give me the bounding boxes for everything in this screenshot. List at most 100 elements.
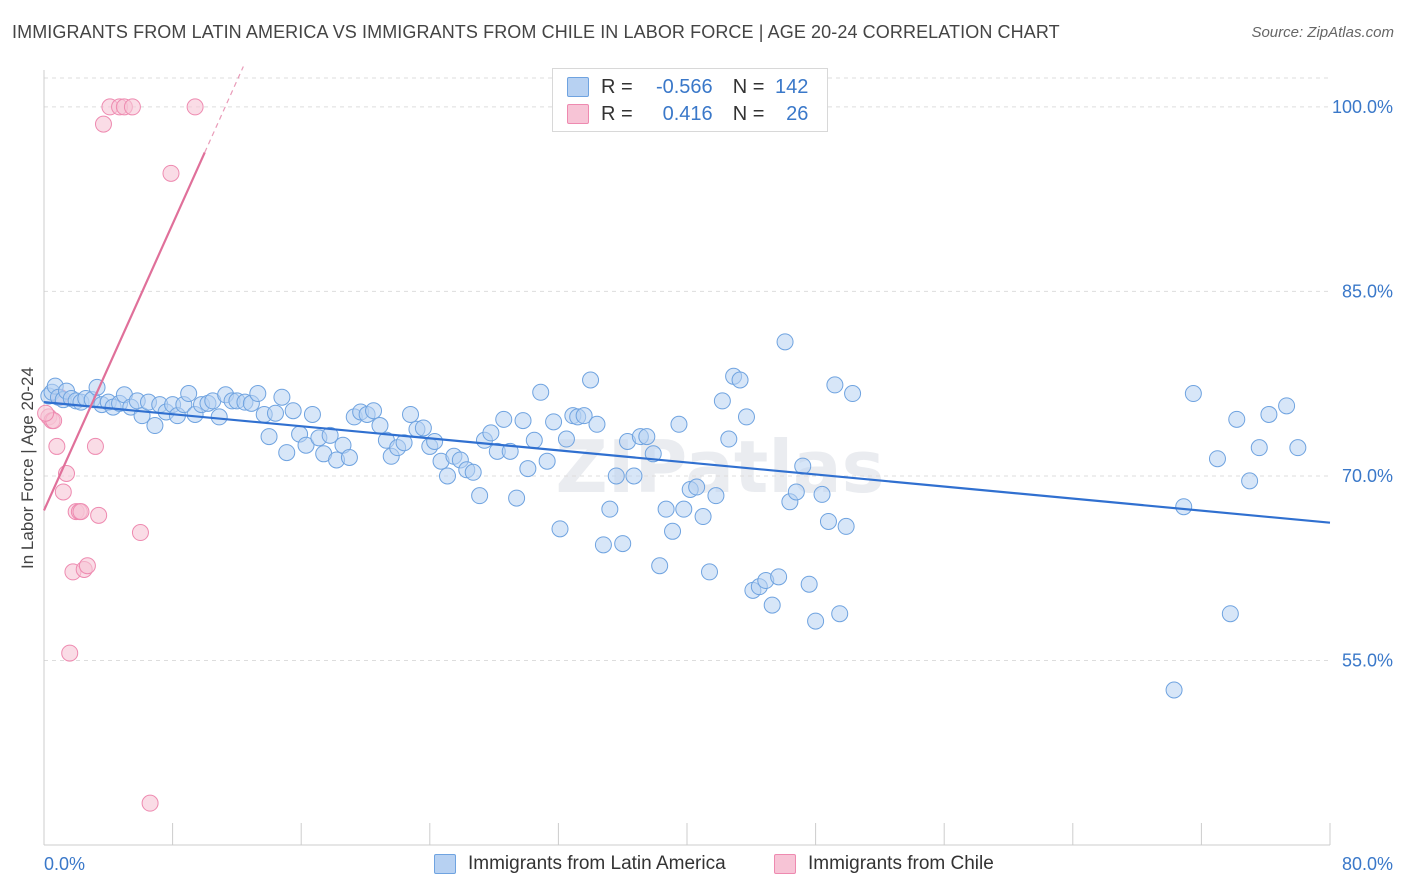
y-tick-label: 70.0% [1342, 466, 1393, 486]
y-tick-label: 55.0% [1342, 650, 1393, 670]
point-latin-america [713, 392, 731, 410]
point-latin-america [519, 460, 537, 478]
point-latin-america [1208, 450, 1226, 468]
point-latin-america [501, 442, 519, 460]
point-chile [123, 98, 141, 116]
x-tick-label: 0.0% [44, 854, 85, 874]
stats-n-value: 142 [775, 75, 809, 98]
point-latin-america [807, 612, 825, 630]
source-label: Source: ZipAtlas.com [1251, 24, 1394, 41]
legend-swatch-pink [774, 854, 796, 874]
legend-item-latin-america: Immigrants from Latin America [434, 852, 726, 876]
point-latin-america [1175, 498, 1193, 516]
stats-row-latin-america: R = -0.566 N = 142 [567, 74, 808, 100]
point-latin-america [471, 487, 489, 505]
stats-r-value: 0.416 [662, 102, 713, 125]
point-latin-america [495, 410, 513, 428]
point-latin-america [414, 419, 432, 437]
stats-n-label: N = [732, 75, 765, 98]
point-latin-america [340, 449, 358, 466]
point-latin-america [707, 487, 725, 505]
legend-label: Immigrants from Chile [808, 853, 994, 874]
point-latin-america [770, 568, 788, 586]
point-latin-america [402, 405, 420, 423]
y-tick-label: 85.0% [1342, 281, 1393, 301]
point-latin-america [675, 500, 693, 518]
point-latin-america [582, 371, 600, 389]
point-chile [90, 506, 108, 524]
point-latin-america [701, 563, 719, 581]
point-latin-america [651, 557, 669, 575]
point-chile [54, 483, 72, 501]
point-latin-america [776, 333, 794, 351]
point-chile [61, 644, 79, 662]
trendline-chile [42, 151, 206, 511]
point-latin-america [482, 424, 500, 442]
point-latin-america [180, 385, 198, 403]
point-latin-america [826, 376, 844, 394]
point-latin-america [625, 467, 643, 485]
point-latin-america [266, 404, 284, 422]
point-latin-america [638, 428, 656, 446]
point-latin-america [426, 433, 444, 451]
point-latin-america [737, 408, 755, 426]
point-latin-america [787, 483, 805, 501]
point-chile [78, 557, 96, 575]
point-latin-america [819, 512, 837, 530]
point-latin-america [525, 431, 543, 449]
point-chile [48, 437, 66, 455]
point-latin-america [514, 412, 532, 430]
point-latin-america [273, 388, 291, 406]
point-latin-america [438, 467, 456, 485]
point-latin-america [1289, 439, 1307, 457]
point-latin-america [614, 535, 632, 553]
point-latin-america [538, 452, 556, 470]
point-latin-america [1278, 397, 1296, 415]
point-chile [162, 164, 180, 182]
point-latin-america [545, 413, 563, 431]
point-latin-america [1165, 681, 1183, 699]
y-axis-label: In Labor Force | Age 20-24 [18, 367, 37, 569]
point-latin-america [575, 407, 593, 425]
point-latin-america [365, 402, 383, 420]
point-latin-america [371, 417, 389, 435]
point-latin-america [464, 463, 482, 481]
point-latin-america [831, 605, 849, 623]
point-latin-america [260, 428, 278, 446]
point-latin-america [657, 500, 675, 518]
point-latin-america [731, 371, 749, 389]
stats-swatch-blue [567, 77, 589, 97]
legend-item-chile: Immigrants from Chile [774, 852, 994, 876]
point-latin-america [594, 536, 612, 554]
point-latin-america [508, 489, 526, 507]
x-tick-label: 80.0% [1342, 854, 1393, 874]
point-latin-america [1184, 385, 1202, 403]
point-chile [186, 98, 204, 116]
stats-row-chile: R = 0.416 N = 26 [567, 101, 808, 127]
point-latin-america [284, 402, 302, 420]
point-latin-america [720, 430, 738, 448]
point-latin-america [844, 385, 862, 403]
legend-label: Immigrants from Latin America [468, 853, 726, 874]
point-chile [131, 524, 149, 542]
chart-title: IMMIGRANTS FROM LATIN AMERICA VS IMMIGRA… [12, 22, 1060, 42]
point-latin-america [1260, 405, 1278, 423]
point-latin-america [303, 405, 321, 423]
point-latin-america [249, 385, 267, 403]
point-latin-america [395, 434, 413, 452]
stats-r-label: R = [601, 75, 633, 98]
point-chile [86, 437, 104, 455]
stats-n-value: 26 [786, 102, 809, 125]
stats-box: R = -0.566 N = 142 R = 0.416 N = 26 [552, 68, 828, 132]
point-latin-america [837, 517, 855, 535]
point-latin-america [800, 575, 818, 593]
point-latin-america [607, 467, 625, 485]
point-chile [94, 115, 112, 133]
point-latin-america [664, 522, 682, 540]
point-latin-america [763, 596, 781, 614]
point-latin-america [278, 444, 296, 462]
point-latin-america [694, 508, 712, 526]
trendline-latin-america [43, 401, 1331, 524]
point-latin-america [210, 408, 228, 426]
